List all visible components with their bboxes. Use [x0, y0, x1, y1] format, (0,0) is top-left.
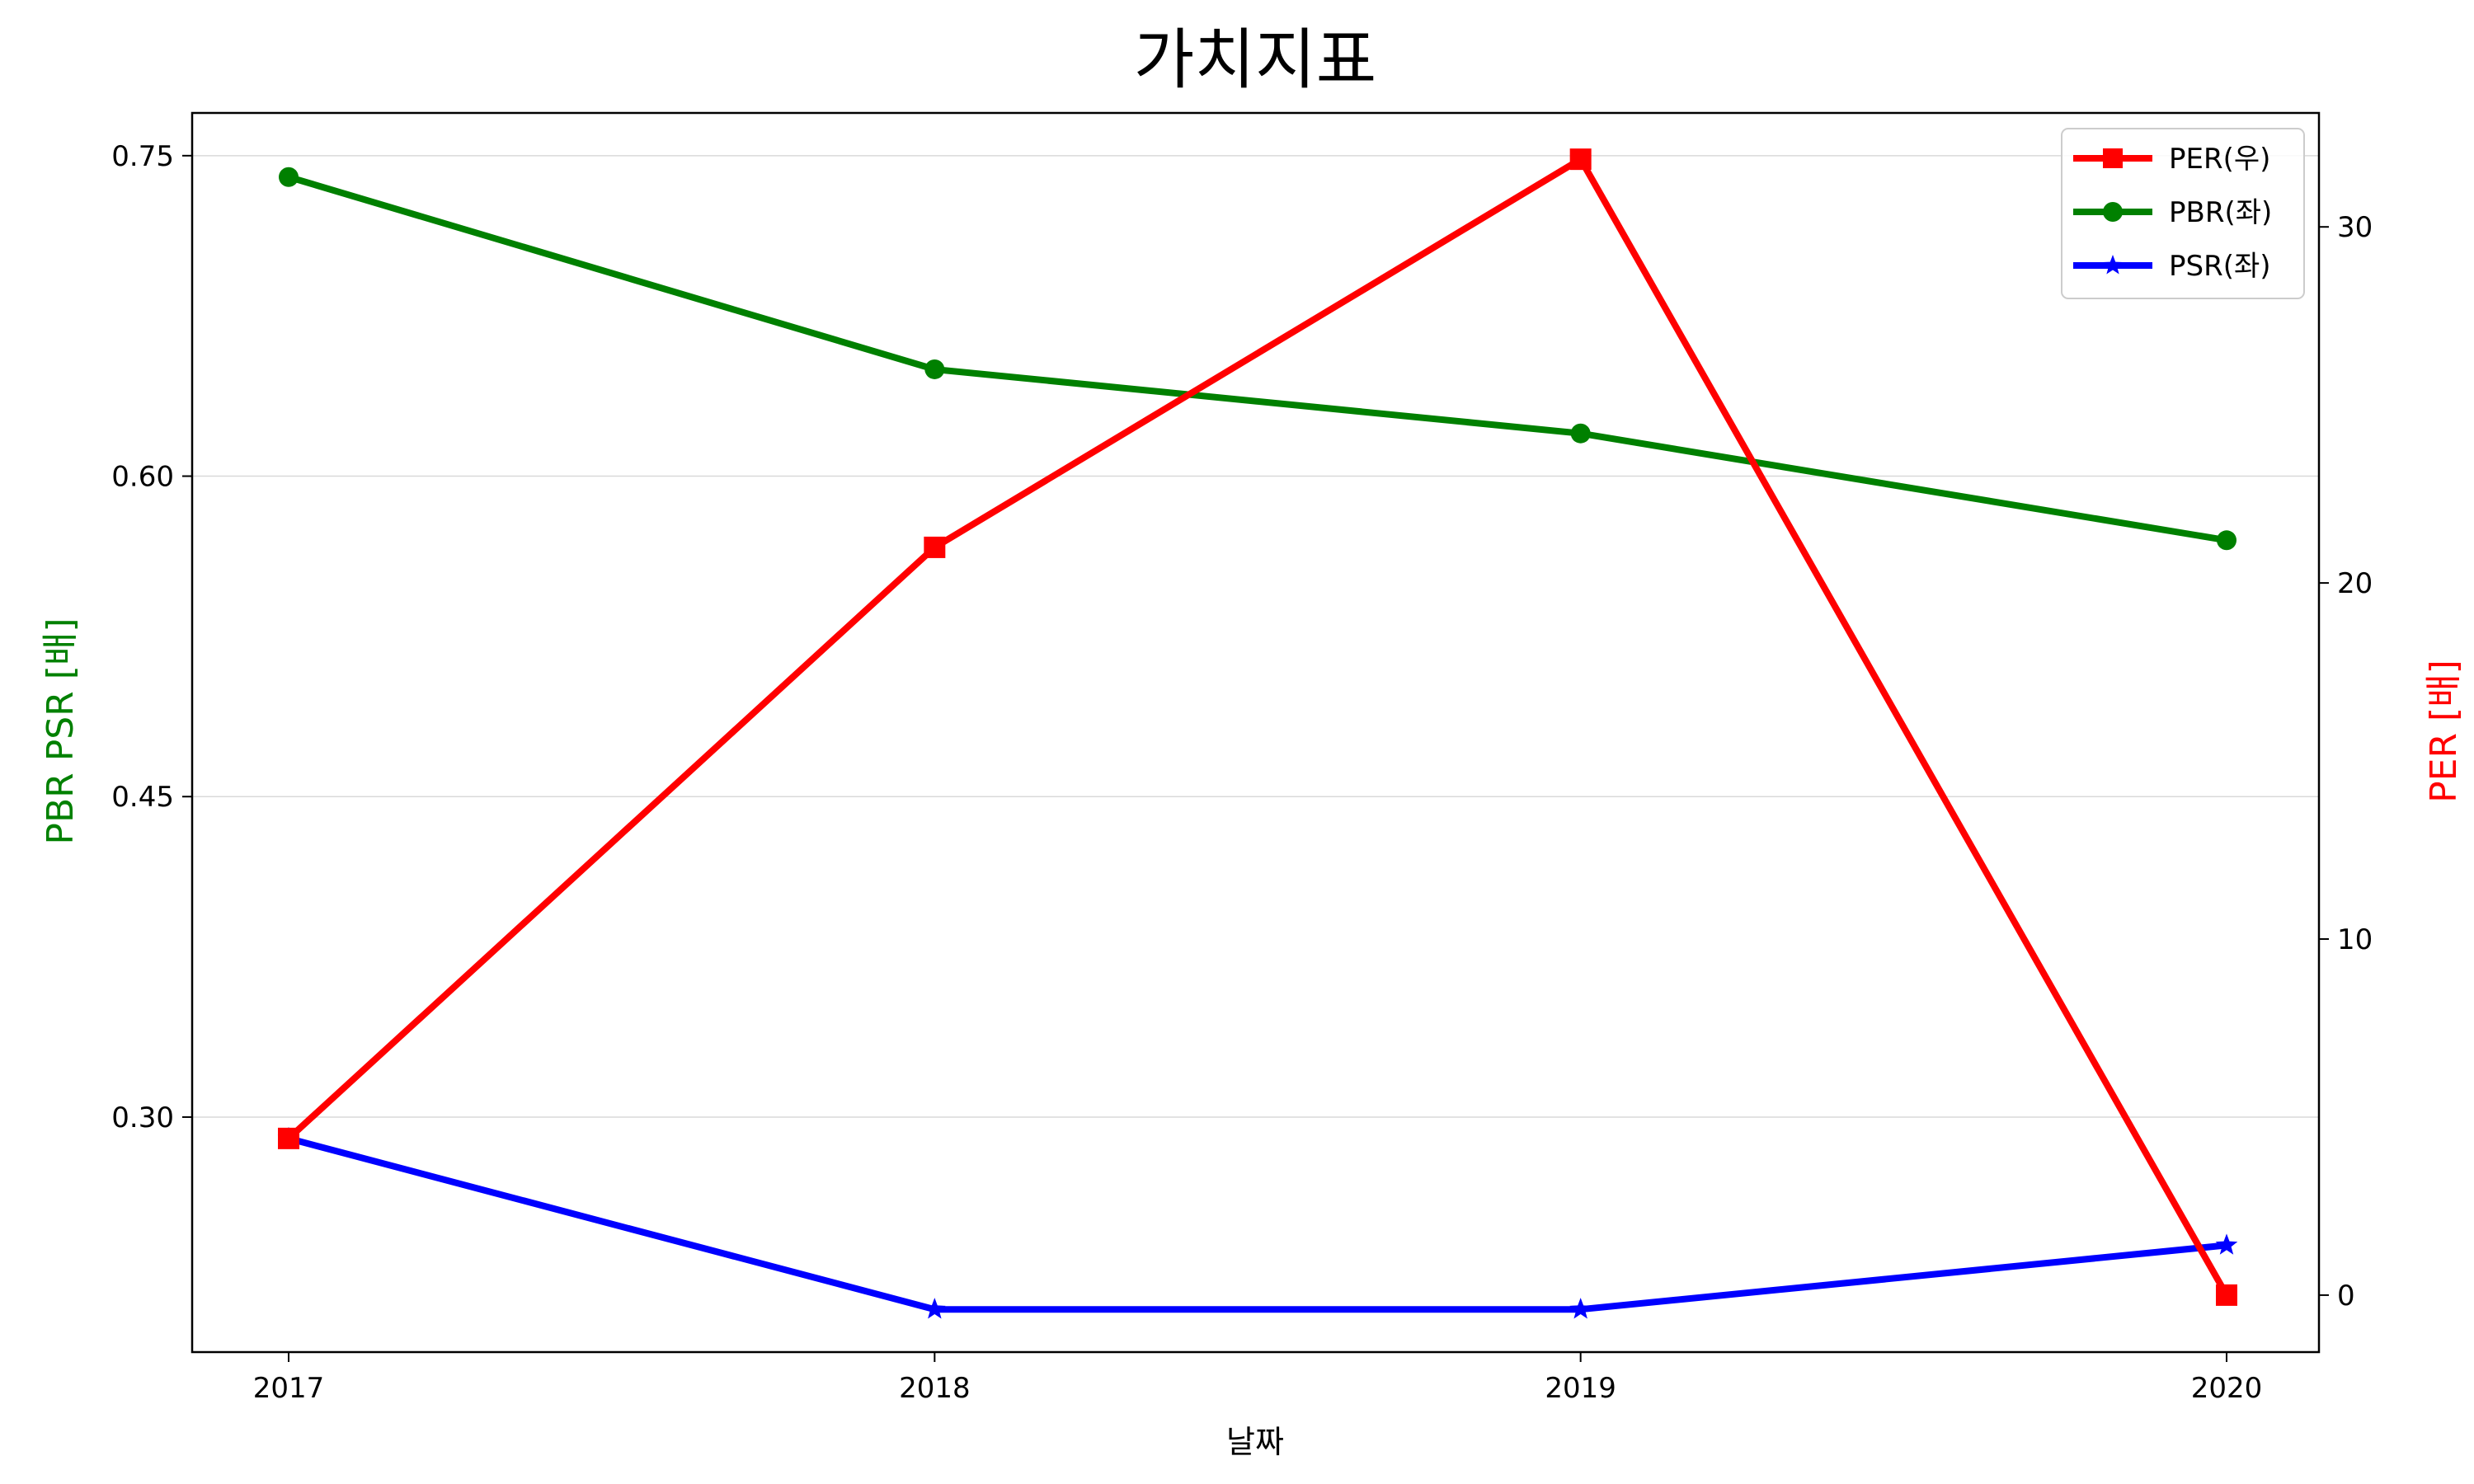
- legend-label: PBR(좌): [2169, 196, 2272, 229]
- legend: PER(우) PBR(좌) PSR(좌): [2061, 128, 2305, 299]
- legend-box: [2061, 128, 2305, 299]
- legend-label: PSR(좌): [2169, 250, 2271, 283]
- y-right-tick-label: 20: [2337, 567, 2373, 600]
- y-axis-right-label: PER [배]: [2423, 660, 2465, 803]
- x-tick-label: 2017: [253, 1372, 325, 1405]
- chart-title: 가치지표: [1134, 21, 1376, 98]
- legend-marker: [2103, 148, 2123, 168]
- x-axis-label: 날짜: [1226, 1424, 1284, 1460]
- series-line-per: [286, 156, 2230, 1297]
- y-left-tick-label: 0.75: [111, 140, 174, 173]
- series-line-psr: [287, 1135, 2227, 1313]
- data-point-pbr: [1570, 423, 1591, 444]
- y-right-tick-label: 10: [2337, 923, 2373, 956]
- y-right-tick-label: 0: [2337, 1280, 2355, 1313]
- data-point-per: [1569, 148, 1592, 171]
- x-tick-label: 2018: [899, 1372, 971, 1405]
- y-left-tick-label: 0.30: [111, 1101, 174, 1134]
- legend-label: PER(우): [2169, 143, 2270, 176]
- data-point-pbr: [924, 359, 945, 379]
- series-line-pbr: [287, 173, 2227, 544]
- series-per: [278, 148, 2237, 1306]
- y-right-tick-label: 30: [2337, 211, 2373, 244]
- series-layer: [277, 148, 2238, 1319]
- x-tick-label: 2019: [1545, 1372, 1616, 1405]
- x-tick-label: 2020: [2191, 1372, 2263, 1405]
- y-axis-right: 0 10 20 30: [2319, 211, 2373, 1313]
- legend-marker: [2103, 202, 2123, 222]
- data-point-per: [2216, 1284, 2237, 1306]
- data-point-psr: [2215, 1233, 2238, 1255]
- data-point-psr: [924, 1298, 946, 1319]
- plot-frame: [190, 111, 2321, 1354]
- data-point-per: [278, 1127, 299, 1149]
- x-axis: 2017 2018 2019 2020: [253, 1352, 2263, 1405]
- legend-item-per: PER(우): [2073, 143, 2270, 176]
- y-axis-left-label: PBR PSR [배]: [40, 618, 82, 844]
- data-point-per: [924, 536, 946, 558]
- legend-marker: [2102, 255, 2124, 275]
- data-point-psr: [1569, 1298, 1592, 1319]
- data-point-pbr: [2217, 530, 2236, 551]
- series-pbr: [279, 167, 2236, 551]
- y-left-tick-label: 0.60: [111, 461, 174, 494]
- y-left-tick-label: 0.45: [111, 781, 174, 814]
- legend-item-psr: PSR(좌): [2073, 250, 2271, 283]
- legend-item-pbr: PBR(좌): [2073, 196, 2272, 229]
- y-axis-left: 0.30 0.45 0.60 0.75: [111, 140, 192, 1134]
- data-point-pbr: [279, 167, 299, 187]
- grid-lines: [192, 155, 2319, 1118]
